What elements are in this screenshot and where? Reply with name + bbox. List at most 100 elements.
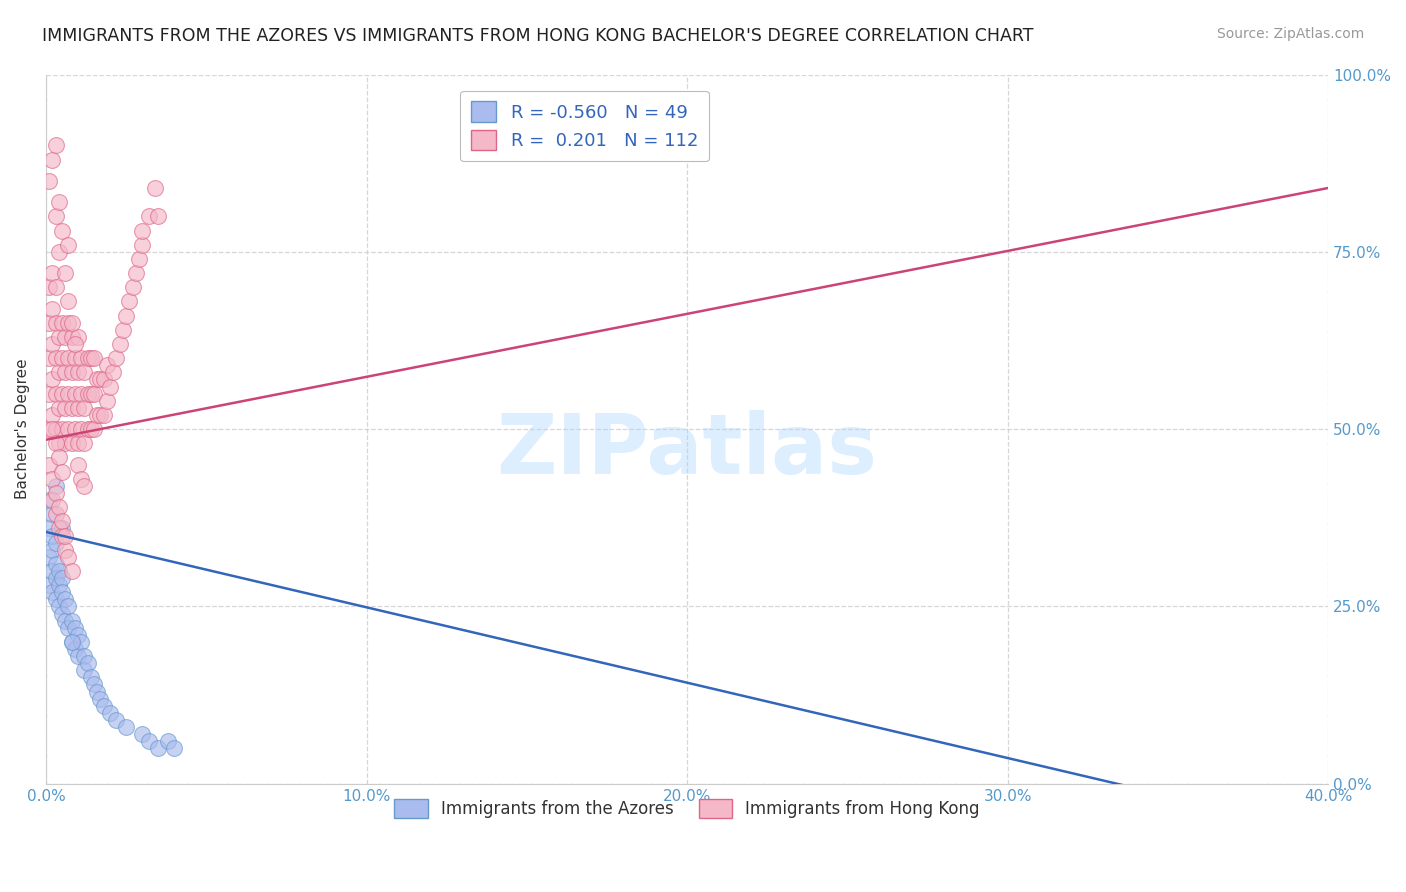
Point	[125, 266, 148, 280]
Legend: Immigrants from the Azores, Immigrants from Hong Kong: Immigrants from the Azores, Immigrants f…	[388, 792, 987, 825]
Point	[70, 635, 93, 649]
Point	[105, 713, 128, 727]
Point	[146, 210, 169, 224]
Point	[131, 223, 153, 237]
Point	[63, 337, 86, 351]
Point	[58, 549, 80, 564]
Point	[38, 521, 60, 535]
Point	[66, 401, 89, 415]
Point	[83, 386, 105, 401]
Point	[51, 316, 73, 330]
Point	[93, 408, 115, 422]
Point	[51, 465, 73, 479]
Point	[45, 557, 67, 571]
Point	[41, 585, 63, 599]
Point	[66, 628, 89, 642]
Point	[83, 677, 105, 691]
Point	[48, 450, 70, 465]
Point	[66, 330, 89, 344]
Point	[48, 599, 70, 614]
Point	[48, 564, 70, 578]
Point	[73, 649, 96, 664]
Point	[96, 393, 118, 408]
Point	[58, 316, 80, 330]
Point	[80, 422, 103, 436]
Point	[41, 507, 63, 521]
Point	[41, 408, 63, 422]
Point	[51, 585, 73, 599]
Point	[73, 436, 96, 450]
Point	[38, 422, 60, 436]
Point	[38, 174, 60, 188]
Point	[63, 351, 86, 366]
Point	[58, 386, 80, 401]
Point	[89, 372, 111, 386]
Point	[38, 493, 60, 508]
Point	[45, 316, 67, 330]
Point	[48, 436, 70, 450]
Point	[48, 195, 70, 210]
Point	[80, 386, 103, 401]
Point	[45, 507, 67, 521]
Point	[138, 734, 160, 748]
Point	[128, 252, 150, 266]
Point	[70, 422, 93, 436]
Point	[66, 436, 89, 450]
Point	[70, 386, 93, 401]
Point	[60, 635, 83, 649]
Point	[51, 521, 73, 535]
Point	[53, 542, 76, 557]
Point	[41, 372, 63, 386]
Point	[53, 266, 76, 280]
Point	[45, 210, 67, 224]
Point	[51, 422, 73, 436]
Point	[41, 266, 63, 280]
Point	[45, 592, 67, 607]
Point	[45, 422, 67, 436]
Point	[66, 649, 89, 664]
Point	[53, 330, 76, 344]
Text: ZIPatlas: ZIPatlas	[496, 410, 877, 491]
Point	[51, 528, 73, 542]
Point	[53, 401, 76, 415]
Point	[93, 372, 115, 386]
Point	[80, 351, 103, 366]
Point	[45, 486, 67, 500]
Point	[146, 741, 169, 756]
Point	[76, 351, 98, 366]
Point	[76, 656, 98, 670]
Point	[70, 351, 93, 366]
Point	[38, 280, 60, 294]
Point	[138, 210, 160, 224]
Point	[73, 663, 96, 677]
Point	[45, 280, 67, 294]
Point	[48, 244, 70, 259]
Point	[58, 237, 80, 252]
Point	[45, 571, 67, 585]
Point	[41, 493, 63, 508]
Point	[60, 614, 83, 628]
Point	[76, 422, 98, 436]
Point	[41, 422, 63, 436]
Point	[51, 514, 73, 528]
Point	[38, 316, 60, 330]
Point	[60, 316, 83, 330]
Point	[60, 365, 83, 379]
Point	[63, 621, 86, 635]
Point	[41, 472, 63, 486]
Point	[51, 607, 73, 621]
Point	[41, 337, 63, 351]
Point	[131, 727, 153, 741]
Point	[163, 741, 186, 756]
Point	[86, 408, 108, 422]
Point	[53, 365, 76, 379]
Point	[45, 386, 67, 401]
Point	[58, 599, 80, 614]
Point	[66, 365, 89, 379]
Point	[58, 351, 80, 366]
Point	[76, 386, 98, 401]
Point	[143, 181, 166, 195]
Point	[53, 592, 76, 607]
Point	[38, 549, 60, 564]
Point	[60, 564, 83, 578]
